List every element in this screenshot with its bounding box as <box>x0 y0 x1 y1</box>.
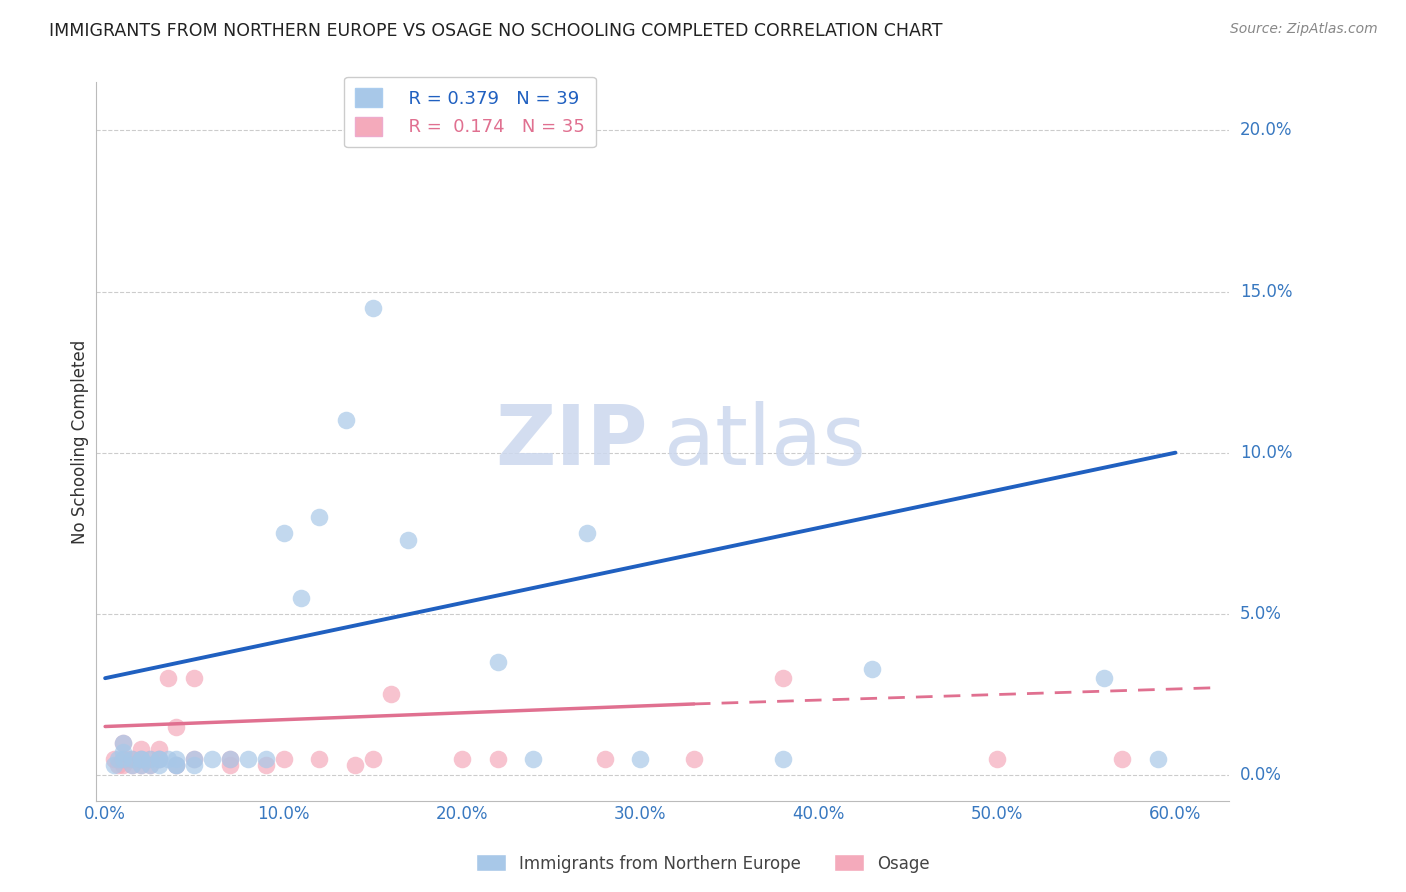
Point <box>236 752 259 766</box>
Text: Source: ZipAtlas.com: Source: ZipAtlas.com <box>1230 22 1378 37</box>
Point <box>183 671 205 685</box>
Point <box>148 752 170 766</box>
Point <box>121 752 143 766</box>
Point <box>380 687 402 701</box>
Point <box>148 752 170 766</box>
Point <box>107 758 129 772</box>
Point <box>986 752 1008 766</box>
Text: 20.0%: 20.0% <box>1240 121 1292 139</box>
Point <box>183 752 205 766</box>
Text: 15.0%: 15.0% <box>1240 283 1292 301</box>
Point <box>254 758 277 772</box>
Point <box>156 752 179 766</box>
Point <box>111 745 134 759</box>
Point <box>254 752 277 766</box>
Point <box>138 758 160 772</box>
Point <box>219 752 242 766</box>
Point <box>1146 752 1168 766</box>
Y-axis label: No Schooling Completed: No Schooling Completed <box>72 339 89 543</box>
Point <box>273 752 295 766</box>
Point <box>1092 671 1115 685</box>
Point <box>166 758 188 772</box>
Point <box>361 752 384 766</box>
Point <box>335 413 357 427</box>
Point <box>361 301 384 315</box>
Point <box>129 752 152 766</box>
Point <box>486 752 509 766</box>
Point <box>111 752 134 766</box>
Point <box>129 752 152 766</box>
Point <box>121 758 143 772</box>
Point <box>308 752 330 766</box>
Text: 10.0%: 10.0% <box>1240 443 1292 462</box>
Point <box>121 758 143 772</box>
Point <box>129 742 152 756</box>
Point <box>593 752 616 766</box>
Point <box>772 671 794 685</box>
Text: 5.0%: 5.0% <box>1240 605 1282 623</box>
Point <box>103 752 125 766</box>
Point <box>273 526 295 541</box>
Point <box>451 752 474 766</box>
Point <box>290 591 312 605</box>
Point <box>129 758 152 772</box>
Point <box>138 752 160 766</box>
Point <box>121 752 143 766</box>
Point <box>156 671 179 685</box>
Point <box>166 758 188 772</box>
Point <box>682 752 704 766</box>
Point <box>628 752 651 766</box>
Point <box>103 758 125 772</box>
Point <box>148 752 170 766</box>
Point <box>522 752 544 766</box>
Text: IMMIGRANTS FROM NORTHERN EUROPE VS OSAGE NO SCHOOLING COMPLETED CORRELATION CHAR: IMMIGRANTS FROM NORTHERN EUROPE VS OSAGE… <box>49 22 942 40</box>
Point <box>860 661 883 675</box>
Point <box>148 742 170 756</box>
Point <box>486 655 509 669</box>
Point <box>138 758 160 772</box>
Point <box>183 758 205 772</box>
Point <box>166 719 188 733</box>
Point <box>107 752 129 766</box>
Point <box>343 758 366 772</box>
Text: 0.0%: 0.0% <box>1240 766 1282 784</box>
Point <box>166 752 188 766</box>
Point <box>111 736 134 750</box>
Point <box>575 526 598 541</box>
Point <box>115 752 138 766</box>
Point <box>219 758 242 772</box>
Point <box>183 752 205 766</box>
Legend:   R = 0.379   N = 39,   R =  0.174   N = 35: R = 0.379 N = 39, R = 0.174 N = 35 <box>344 77 596 147</box>
Point <box>111 758 134 772</box>
Point <box>308 510 330 524</box>
Point <box>138 752 160 766</box>
Point <box>201 752 224 766</box>
Point <box>148 758 170 772</box>
Legend: Immigrants from Northern Europe, Osage: Immigrants from Northern Europe, Osage <box>470 847 936 880</box>
Point <box>1111 752 1133 766</box>
Point <box>166 758 188 772</box>
Point <box>129 752 152 766</box>
Point <box>129 758 152 772</box>
Point <box>111 752 134 766</box>
Point <box>111 736 134 750</box>
Point <box>396 533 419 547</box>
Text: ZIP: ZIP <box>496 401 648 482</box>
Point <box>772 752 794 766</box>
Point <box>219 752 242 766</box>
Text: atlas: atlas <box>664 401 866 482</box>
